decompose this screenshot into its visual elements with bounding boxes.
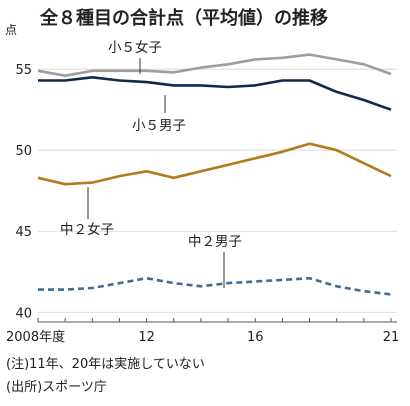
- y-tick-label: 40: [15, 306, 32, 321]
- x-tick-label: 21: [383, 330, 400, 345]
- y-axis-unit: 点: [5, 23, 17, 37]
- x-tick-label: 12: [138, 330, 155, 345]
- series-label-2: 小５男子: [132, 118, 186, 134]
- series-line-4: [38, 276, 392, 296]
- axes: 40 45 50 55 2008年度 12 16 21: [6, 63, 399, 345]
- x-tick-label: 16: [247, 330, 264, 345]
- series-label-3: 中２女子: [60, 221, 114, 238]
- source-annotation: (出所)スポーツ庁: [6, 380, 107, 395]
- x-tick-label: 2008年度: [6, 329, 65, 345]
- series-label-4: 中２男子: [188, 234, 242, 250]
- chart-title: 全８種目の合計点（平均値）の推移: [39, 7, 328, 29]
- note-annotation: (注)11年、20年は実施していない: [6, 356, 205, 372]
- grid: [38, 68, 397, 313]
- series-lines: [37, 53, 392, 296]
- y-tick-label: 55: [15, 63, 32, 78]
- y-tick-label: 45: [15, 225, 32, 240]
- series-line-1: [37, 53, 392, 77]
- series-line-2: [38, 76, 392, 111]
- y-tick-label: 50: [15, 144, 32, 159]
- series-label-1: 小５女子: [108, 39, 162, 56]
- series-line-3: [37, 142, 392, 186]
